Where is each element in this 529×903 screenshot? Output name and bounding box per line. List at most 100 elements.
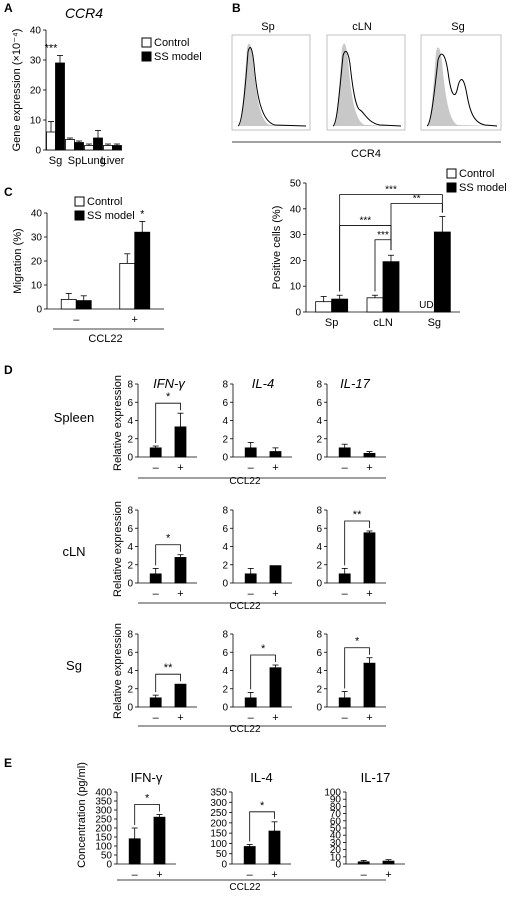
bar (149, 697, 162, 708)
x-tick-label: cLN (373, 317, 393, 329)
x-tick-label: – (342, 712, 349, 724)
significance-label: * (261, 643, 266, 655)
y-tick-label: 30 (330, 838, 342, 849)
y-tick-label: 50 (330, 824, 342, 835)
y-tick-label: 80 (330, 802, 342, 813)
chart-c: 0 10 20 30 40 – + * (31, 208, 164, 326)
chart-b-right: 0 10 20 30 40 50 Sp cLN UD Sg (290, 179, 460, 329)
bar (269, 565, 282, 584)
bar (153, 816, 166, 865)
bar (174, 426, 187, 458)
y-tick-label: 250 (95, 815, 112, 826)
y-tick-label: 200 (210, 818, 227, 829)
chart-d-spleen-il17: 0 2 4 6 8 – + (316, 380, 386, 474)
y-tick-label: 8 (316, 630, 322, 641)
histogram-frame-sp (231, 34, 311, 131)
histogram-isotype-sp (238, 43, 306, 126)
bar (338, 697, 351, 708)
x-tick-label: – (132, 869, 139, 881)
legend-panel-a: Control SS model (141, 37, 202, 63)
bar-ss-model (93, 137, 103, 151)
y-tick-label: 100 (210, 839, 227, 850)
bar (149, 447, 162, 458)
y-tick-label: 4 (222, 666, 228, 677)
y-tick-label: 100 (324, 788, 341, 799)
chart-title: IFN-γ (131, 770, 163, 785)
significance-bracket (249, 811, 275, 842)
y-tick-label: 400 (95, 788, 112, 799)
y-tick-label: 6 (222, 398, 228, 409)
y-tick-label: 6 (222, 524, 228, 535)
y-tick-label: 100 (95, 842, 112, 853)
histogram-frame-sg (420, 34, 502, 131)
y-tick-label: 0 (106, 860, 112, 871)
y-tick-label: 0 (295, 308, 301, 319)
bar-ss-model (112, 145, 122, 151)
histogram-ccr4-sg (426, 53, 498, 127)
legend-control-swatch (446, 168, 457, 179)
x-tick-label: + (132, 314, 138, 326)
histogram-ccr4-cln (332, 50, 402, 127)
x-tick-label: Sp (325, 317, 338, 329)
y-tick-label: 6 (127, 524, 133, 535)
y-tick-label: 4 (127, 542, 133, 553)
y-tick-label: 70 (330, 809, 342, 820)
x-tick-label: + (366, 462, 372, 474)
x-tick-label: – (248, 712, 255, 724)
histogram-ccr4-sp (237, 47, 307, 127)
x-tick-label: – (342, 588, 349, 600)
bar-control (65, 139, 75, 151)
y-tick-label: 0 (316, 703, 322, 714)
y-tick-label: 30 (31, 233, 43, 244)
significance-label: ** (413, 194, 421, 205)
x-tick-label: – (73, 314, 80, 326)
significance-bracket (250, 654, 276, 690)
y-tick-label: 0 (335, 860, 341, 871)
bar-control (366, 297, 384, 313)
significance-bracket (344, 520, 370, 566)
legend-control-label: Control (459, 168, 494, 180)
legend-ss-swatch (141, 51, 152, 62)
y-tick-label: 50 (290, 179, 302, 190)
panel-letter-a: A (4, 1, 13, 15)
y-tick-label: 4 (316, 542, 322, 553)
significance-label: * (260, 800, 265, 812)
bar-control (84, 145, 94, 151)
y-tick-label: 150 (210, 829, 227, 840)
tissue-label-cln: cLN (62, 544, 85, 559)
panel-letter-d: D (4, 363, 13, 377)
bar (174, 683, 187, 708)
significance-label: *** (385, 185, 397, 196)
y-tick-label: 8 (316, 380, 322, 391)
y-tick-label: 0 (36, 305, 42, 316)
y-tick-label: 40 (330, 831, 342, 842)
bar-control (60, 298, 77, 310)
y-tick-label: 0 (127, 579, 133, 590)
y-tick-label: 0 (35, 146, 41, 157)
bar-ss-model (75, 300, 92, 310)
y-tick-label: 350 (95, 797, 112, 808)
xlabel-d-sg: CCL22 (229, 724, 261, 735)
bar (363, 532, 376, 584)
significance-label: * (166, 533, 171, 545)
x-axis-label: CCL22 (88, 333, 122, 345)
legend-control-label: Control (154, 37, 189, 49)
legend-ss-swatch (446, 182, 457, 193)
x-tick-label: + (366, 588, 372, 600)
bar (357, 861, 370, 865)
bar (269, 667, 282, 708)
x-tick-label: + (177, 462, 183, 474)
x-tick-label: – (153, 462, 160, 474)
x-tick-label: – (342, 462, 349, 474)
bar (363, 662, 376, 708)
marker-header-il17: IL-17 (340, 376, 370, 391)
bar-ss-model (382, 261, 400, 313)
flow-histograms: Sp cLN Sg CCR4 (231, 21, 502, 160)
bar-control (315, 301, 333, 313)
y-tick-label: 6 (316, 648, 322, 659)
y-tick-label: 6 (127, 398, 133, 409)
legend-control-swatch (141, 37, 152, 48)
x-tick-label: Sp (68, 155, 81, 167)
marker-header-il4: IL-4 (252, 376, 274, 391)
